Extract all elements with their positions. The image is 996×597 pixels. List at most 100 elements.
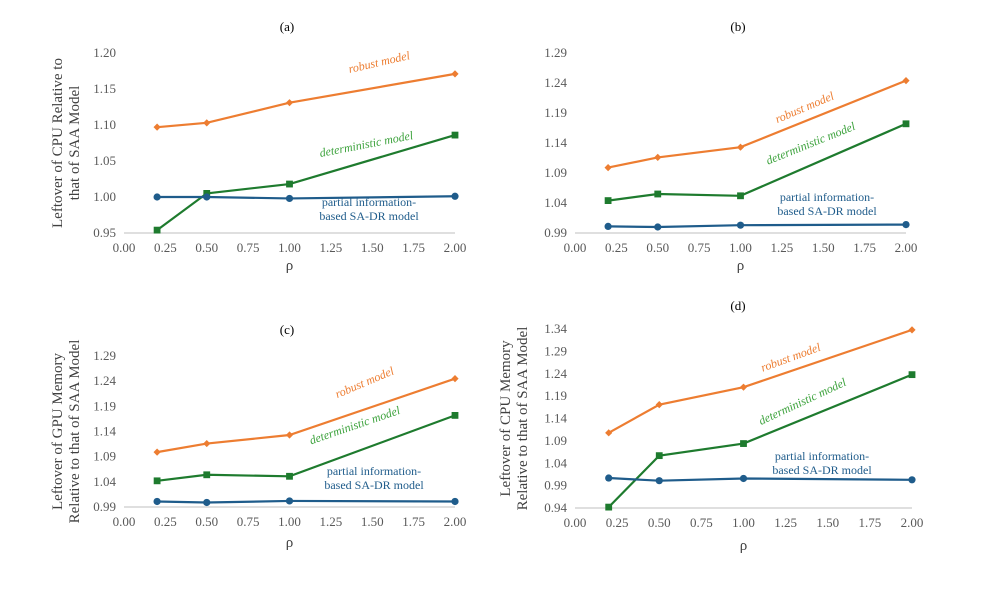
x-tick-label: 1.50 [812, 240, 835, 255]
data-point [737, 192, 744, 200]
data-point [605, 503, 613, 511]
y-tick-label: 1.09 [544, 165, 567, 180]
y-tick-label: 1.29 [93, 348, 116, 363]
data-point [203, 193, 211, 201]
panel-title: (b) [730, 19, 745, 34]
y-tick-label: 0.99 [93, 499, 116, 514]
y-tick-label: 1.10 [93, 117, 116, 132]
y-tick-label: 1.15 [93, 81, 116, 96]
data-point [604, 197, 612, 204]
data-point [153, 477, 161, 485]
x-tick-label: 0.00 [564, 240, 587, 255]
y-tick-label: 1.24 [544, 75, 567, 90]
x-tick-label: 1.75 [853, 240, 876, 255]
x-tick-label: 2.00 [895, 240, 918, 255]
data-point [286, 180, 293, 188]
series-annotation: partial information-based SA-DR model [777, 190, 877, 218]
series-line-1 [156, 414, 456, 482]
x-tick-label: 1.75 [402, 514, 425, 529]
data-point [908, 371, 916, 379]
y-tick-label: 1.00 [93, 189, 116, 204]
data-point [451, 70, 459, 78]
x-tick-label: 0.00 [564, 515, 587, 530]
x-tick-label: 1.00 [732, 515, 755, 530]
x-tick-label: 1.00 [729, 240, 752, 255]
series-line-1 [607, 122, 907, 202]
x-tick-label: 1.25 [771, 240, 794, 255]
x-tick-label: 0.75 [688, 240, 711, 255]
data-point [604, 164, 612, 172]
series-line-2 [157, 499, 456, 504]
series-line-2 [608, 476, 913, 482]
data-point [736, 143, 745, 151]
y-axis-title: Leftover of GPU MemoryRelative to that o… [50, 340, 83, 524]
data-point [285, 497, 294, 505]
data-point [451, 192, 459, 200]
data-point [153, 226, 161, 234]
x-tick-label: 0.00 [113, 240, 136, 255]
x-tick-label: 1.50 [816, 515, 839, 530]
data-point [902, 221, 910, 229]
panel-title: (c) [280, 322, 294, 337]
data-point [451, 131, 459, 139]
y-tick-label: 1.09 [544, 433, 567, 448]
x-tick-label: 0.50 [195, 240, 218, 255]
panel-title: (a) [280, 19, 294, 34]
panel-b: (b) 0.00 0.25 0.50 0.75 1.00 1.25 1.50 1.75 2.00 0… [544, 19, 917, 274]
series-line-2 [157, 195, 456, 200]
y-tick-label: 1.24 [544, 366, 567, 381]
y-tick-label: 1.14 [544, 411, 567, 426]
data-point [655, 452, 663, 460]
y-tick-label: 1.29 [544, 343, 567, 358]
data-point [451, 411, 459, 419]
y-tick-label: 1.29 [544, 45, 567, 60]
x-tick-label: 2.00 [444, 514, 467, 529]
data-point [203, 119, 211, 127]
data-point [736, 221, 745, 229]
y-tick-label: 0.94 [544, 500, 567, 515]
series-line-0 [156, 377, 456, 454]
data-point [605, 474, 613, 482]
data-point [902, 77, 910, 85]
data-point [654, 153, 662, 161]
x-tick-label: 1.00 [278, 240, 301, 255]
x-tick-label: 1.50 [361, 514, 384, 529]
data-point [739, 383, 748, 391]
data-point [739, 474, 748, 483]
data-point [604, 222, 612, 230]
series-annotation: deterministic model [318, 128, 415, 160]
data-point [153, 448, 161, 456]
y-tick-label: 1.14 [544, 135, 567, 150]
data-point [740, 440, 747, 447]
x-tick-label: 0.00 [113, 514, 136, 529]
x-tick-label: 0.25 [605, 240, 628, 255]
y-tick-label: 1.19 [93, 398, 116, 413]
series-annotation: partial information-based SA-DR model [319, 195, 419, 223]
data-point [203, 498, 211, 507]
x-tick-label: 2.00 [901, 515, 924, 530]
y-tick-label: 1.14 [93, 424, 116, 439]
x-tick-label: 1.25 [774, 515, 797, 530]
series-annotation: robust model [759, 340, 823, 375]
data-point [286, 472, 293, 480]
x-tick-label: 0.50 [195, 514, 218, 529]
y-tick-label: 1.09 [93, 449, 116, 464]
panel-a: (a) 0.00 0.25 0.50 0.75 1.00 1.25 1.50 1.75 2.00 0… [50, 19, 466, 274]
x-tick-label: 1.75 [402, 240, 425, 255]
data-point [203, 190, 211, 197]
x-tick-label: 0.50 [648, 515, 671, 530]
data-point [451, 497, 459, 506]
x-axis-title: ρ [740, 538, 748, 554]
series-annotation: partial information-based SA-DR model [772, 449, 872, 477]
data-point [203, 439, 211, 448]
data-point [654, 223, 662, 231]
x-tick-label: 0.75 [237, 514, 260, 529]
y-tick-label: 0.95 [93, 225, 116, 240]
data-point [908, 476, 916, 484]
y-tick-label: 1.19 [544, 388, 567, 403]
data-point [153, 497, 161, 506]
x-axis-title: ρ [286, 258, 294, 274]
x-tick-label: 0.75 [690, 515, 713, 530]
data-point [451, 375, 459, 383]
data-point [655, 401, 663, 409]
